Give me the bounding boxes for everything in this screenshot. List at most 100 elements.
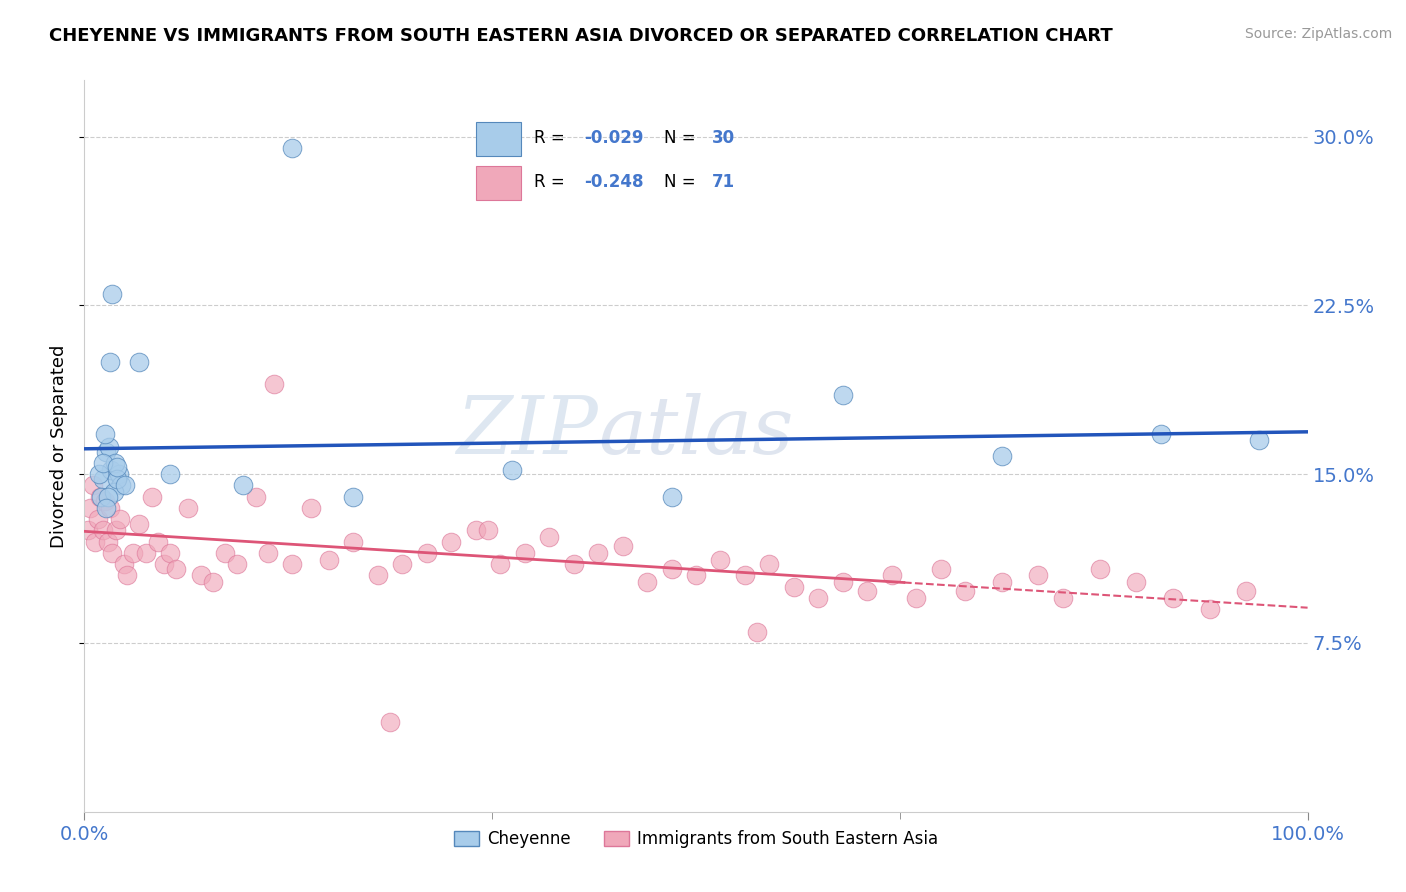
Point [661, 562, 683, 576]
Point [880, 568, 903, 582]
Point [232, 478, 254, 492]
Point [991, 449, 1014, 463]
Point [245, 490, 267, 504]
Point [1088, 562, 1111, 576]
Point [636, 575, 658, 590]
Point [103, 485, 125, 500]
Point [105, 524, 128, 538]
Point [90, 490, 112, 504]
Point [1161, 591, 1184, 605]
Point [82, 478, 104, 492]
Point [612, 539, 634, 553]
Point [112, 557, 135, 571]
Point [299, 500, 322, 515]
Point [831, 388, 853, 402]
Point [91, 524, 114, 538]
Point [97, 440, 120, 454]
Point [807, 591, 830, 605]
Point [96, 444, 118, 458]
Point [91, 456, 114, 470]
Point [87, 512, 110, 526]
Legend: Cheyenne, Immigrants from South Eastern Asia: Cheyenne, Immigrants from South Eastern … [447, 823, 945, 855]
Point [489, 557, 512, 571]
Point [586, 546, 609, 560]
Point [77, 524, 100, 538]
Point [226, 557, 249, 571]
Point [831, 575, 853, 590]
Point [747, 624, 769, 639]
Point [856, 584, 879, 599]
Point [214, 546, 236, 560]
Point [141, 490, 163, 504]
Point [263, 377, 285, 392]
Point [367, 568, 389, 582]
Point [464, 524, 486, 538]
Point [128, 354, 150, 368]
Point [115, 568, 138, 582]
Point [562, 557, 585, 571]
Text: ZIP: ZIP [457, 392, 598, 470]
Point [101, 546, 124, 560]
Point [201, 575, 224, 590]
Point [1247, 434, 1270, 448]
Point [177, 500, 200, 515]
Point [416, 546, 439, 560]
Point [94, 426, 117, 441]
Point [153, 557, 176, 571]
Point [104, 456, 127, 470]
Point [91, 472, 114, 486]
Point [905, 591, 928, 605]
Point [318, 552, 340, 566]
Point [165, 562, 187, 576]
Point [135, 546, 157, 560]
Point [94, 494, 117, 508]
Point [96, 500, 118, 515]
Point [97, 490, 120, 504]
Text: CHEYENNE VS IMMIGRANTS FROM SOUTH EASTERN ASIA DIVORCED OR SEPARATED CORRELATION: CHEYENNE VS IMMIGRANTS FROM SOUTH EASTER… [49, 27, 1114, 45]
Point [79, 500, 101, 515]
Point [281, 141, 304, 155]
Point [1125, 575, 1147, 590]
Point [122, 546, 145, 560]
Point [929, 562, 952, 576]
Point [342, 534, 364, 549]
Point [1236, 584, 1258, 599]
Point [538, 530, 561, 544]
Point [128, 516, 150, 531]
Point [98, 500, 121, 515]
Point [342, 490, 364, 504]
Point [1028, 568, 1050, 582]
Point [114, 478, 136, 492]
Point [159, 546, 181, 560]
Y-axis label: Divorced or Separated: Divorced or Separated [49, 344, 67, 548]
Point [257, 546, 280, 560]
Point [146, 534, 169, 549]
Point [502, 462, 524, 476]
Point [1198, 602, 1220, 616]
Point [783, 580, 806, 594]
Point [101, 287, 124, 301]
Point [87, 467, 110, 482]
Point [477, 524, 499, 538]
Text: Source: ZipAtlas.com: Source: ZipAtlas.com [1244, 27, 1392, 41]
Point [100, 462, 122, 476]
Point [97, 534, 120, 549]
Point [685, 568, 707, 582]
Point [105, 472, 128, 486]
Point [190, 568, 212, 582]
Point [281, 557, 304, 571]
Point [391, 557, 413, 571]
Point [758, 557, 780, 571]
Text: atlas: atlas [598, 392, 793, 470]
Point [953, 584, 976, 599]
Point [108, 512, 131, 526]
Point [380, 714, 402, 729]
Point [440, 534, 463, 549]
Point [98, 354, 121, 368]
Point [105, 460, 128, 475]
Point [89, 490, 111, 504]
Point [709, 552, 731, 566]
Point [159, 467, 181, 482]
Point [107, 467, 129, 482]
Point [991, 575, 1014, 590]
